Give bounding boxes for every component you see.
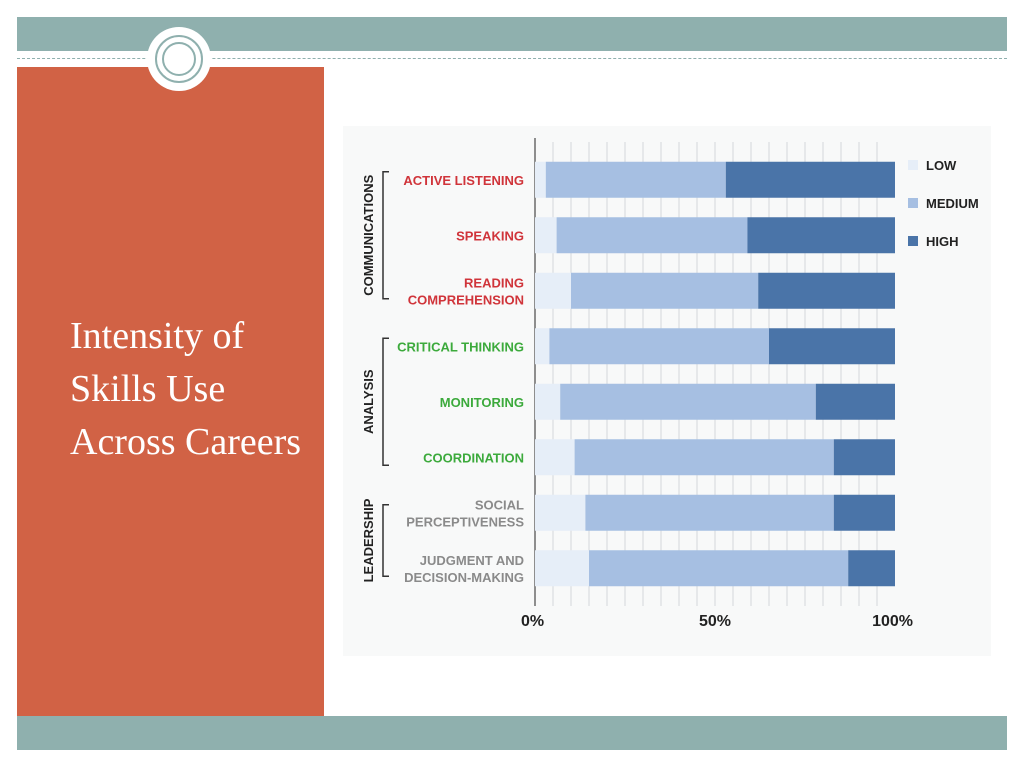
group-bracket xyxy=(382,504,389,577)
bar-low-reading-comprehension xyxy=(535,272,571,309)
bar-high-coordination xyxy=(833,439,895,476)
slide-title: Intensity of Skills Use Across Careers xyxy=(70,315,302,463)
category-label: DECISION-MAKING xyxy=(404,570,524,585)
footer-band xyxy=(17,716,1007,750)
skills-chart: ACTIVE LISTENING SPEAKING READING COMPREHEN… xyxy=(343,126,991,656)
bar-low-critical-thinking xyxy=(535,328,550,365)
category-label: PERCEPTIVENESS xyxy=(406,514,524,529)
bar-medium-social-perceptiveness xyxy=(585,494,834,531)
category-label: CRITICAL THINKING xyxy=(397,339,524,354)
bar-high-judgment-and-decision-making xyxy=(848,550,895,587)
group-label: COMMUNICATIONS xyxy=(361,174,376,295)
bar-high-social-perceptiveness xyxy=(833,494,895,531)
legend-swatch-medium xyxy=(908,198,918,208)
bar-high-active-listening xyxy=(725,161,895,198)
bar-high-critical-thinking xyxy=(769,328,895,365)
category-label: SPEAKING xyxy=(456,228,524,243)
header-dashed-divider xyxy=(17,58,1007,59)
bar-low-social-perceptiveness xyxy=(535,494,586,531)
category-label: SOCIAL xyxy=(475,497,524,512)
bar-low-monitoring xyxy=(535,383,561,420)
category-label: COMPREHENSION xyxy=(408,292,524,307)
bar-low-judgment-and-decision-making xyxy=(535,550,589,587)
legend-swatch-low xyxy=(908,160,918,170)
bar-medium-critical-thinking xyxy=(549,328,769,365)
bar-medium-coordination xyxy=(574,439,834,476)
category-label: ACTIVE LISTENING xyxy=(403,173,524,188)
chart-svg: ACTIVE LISTENING SPEAKING READING COMPREHEN… xyxy=(361,138,979,630)
x-tick-label: 100% xyxy=(872,613,913,630)
bar-medium-active-listening xyxy=(545,161,726,198)
x-tick-label: 50% xyxy=(699,613,731,630)
bar-high-monitoring xyxy=(815,383,895,420)
category-label: MONITORING xyxy=(440,395,524,410)
bar-medium-monitoring xyxy=(560,383,816,420)
bar-high-reading-comprehension xyxy=(758,272,895,309)
group-label: LEADERSHIP xyxy=(361,498,376,582)
title-panel: Intensity of Skills Use Across Careers xyxy=(17,67,324,716)
category-label: JUDGMENT AND xyxy=(420,553,524,568)
bar-low-coordination xyxy=(535,439,575,476)
group-label: ANALYSIS xyxy=(361,369,376,434)
group-bracket xyxy=(382,337,389,466)
category-label: READING xyxy=(464,275,524,290)
group-bracket xyxy=(382,171,389,300)
bar-medium-judgment-and-decision-making xyxy=(589,550,849,587)
category-label: COORDINATION xyxy=(423,450,524,465)
bar-medium-speaking xyxy=(556,217,748,254)
circle-ornament-icon xyxy=(147,27,211,91)
legend-label-low: LOW xyxy=(926,158,957,173)
bar-high-speaking xyxy=(747,217,895,254)
bar-low-active-listening xyxy=(535,161,546,198)
legend-label-medium: MEDIUM xyxy=(926,196,979,211)
legend-label-high: HIGH xyxy=(926,234,959,249)
legend-swatch-high xyxy=(908,236,918,246)
bar-medium-reading-comprehension xyxy=(571,272,759,309)
bar-low-speaking xyxy=(535,217,557,254)
x-tick-label: 0% xyxy=(521,613,544,630)
